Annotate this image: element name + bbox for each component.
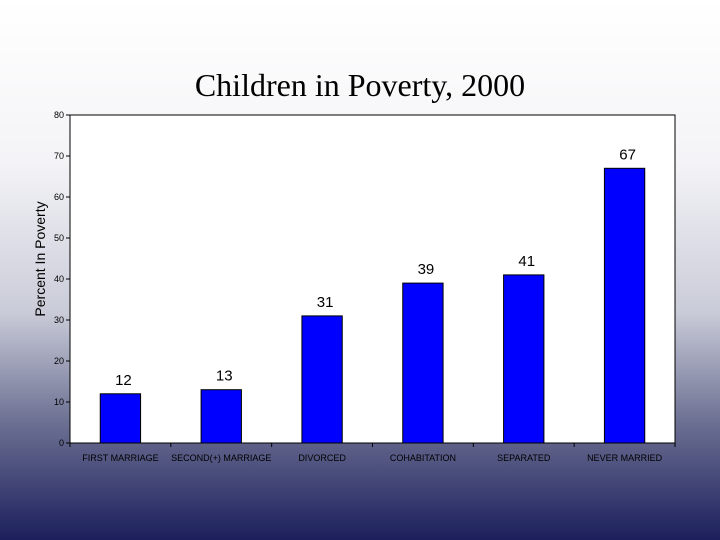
y-tick-label: 30 [54, 315, 64, 325]
y-tick-label: 10 [54, 397, 64, 407]
plot-area [69, 114, 676, 444]
y-tick-label: 20 [54, 356, 64, 366]
data-label: 12 [115, 372, 132, 389]
y-tick-label: 60 [54, 192, 64, 202]
y-tick-label: 70 [54, 151, 64, 161]
y-tick-label: 0 [59, 438, 64, 448]
bar [503, 274, 545, 444]
bar [99, 393, 142, 444]
data-label: 41 [518, 253, 535, 270]
category-label: NEVER MARRIED [587, 453, 663, 463]
y-tick-label: 50 [54, 233, 64, 243]
bar [603, 167, 646, 444]
y-tick-label: 80 [54, 110, 64, 120]
data-label: 31 [317, 294, 334, 311]
category-label: FIRST MARRIAGE [82, 453, 158, 463]
data-label: 13 [216, 368, 233, 385]
x-axis: FIRST MARRIAGE SECOND(+) MARRIAGE DIVORCED… [69, 443, 676, 463]
bars: 12 13 31 39 41 67 [99, 146, 646, 444]
bar [402, 282, 444, 444]
chart-title: Children in Poverty, 2000 [195, 67, 525, 103]
y-axis-label: Percent In Poverty [32, 201, 48, 316]
category-label: SEPARATED [497, 453, 551, 463]
category-label: SECOND(+) MARRIAGE [171, 453, 271, 463]
bar [200, 389, 242, 444]
bar [301, 315, 343, 444]
category-label: DIVORCED [298, 453, 346, 463]
category-label: COHABITATION [390, 453, 456, 463]
y-axis: 0 10 20 30 40 50 60 70 80 [54, 110, 70, 448]
y-tick-label: 40 [54, 274, 64, 284]
data-label: 39 [418, 261, 435, 278]
data-label: 67 [619, 146, 636, 163]
